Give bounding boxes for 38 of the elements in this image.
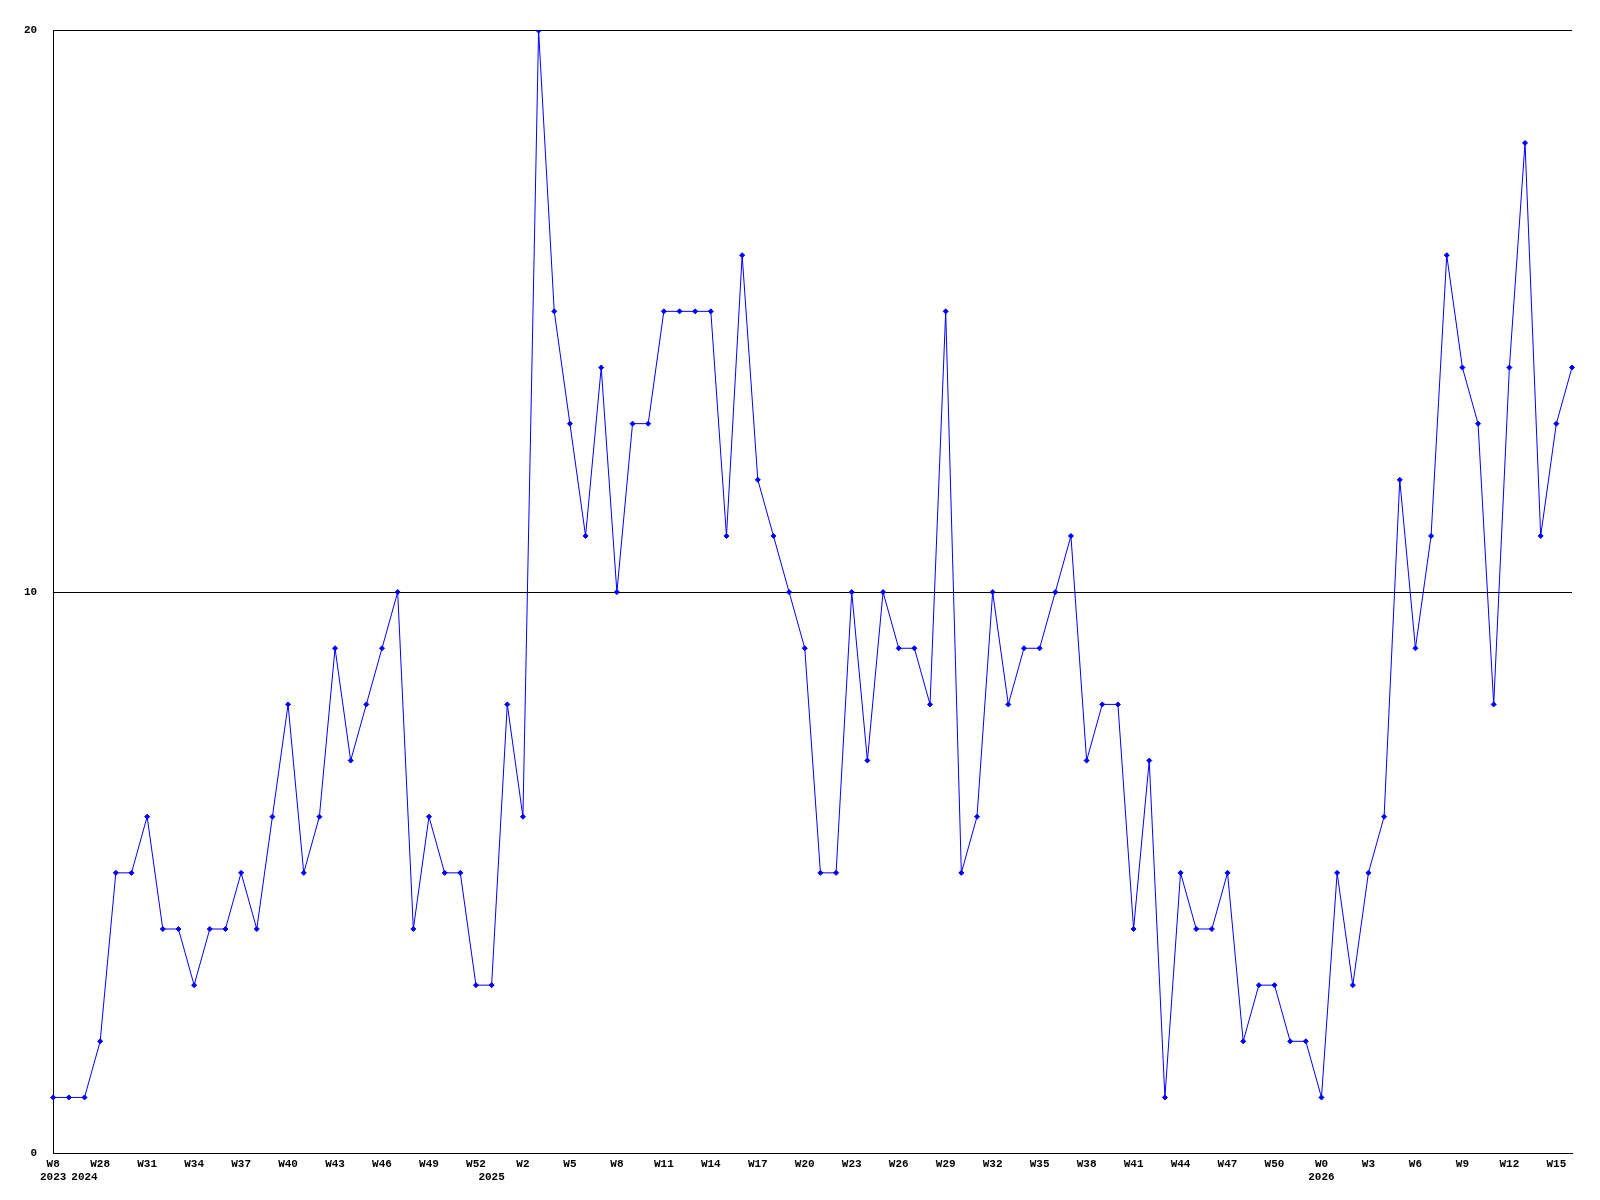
x-tick-label: W6 xyxy=(1408,1157,1423,1170)
x-tick-label: W43 xyxy=(325,1157,346,1170)
x-tick-label: W9 xyxy=(1455,1157,1469,1170)
x-tick-label: W35 xyxy=(1029,1157,1050,1170)
x-tick-label: W20 xyxy=(794,1157,815,1170)
x-tick-label: W34 xyxy=(184,1157,205,1170)
x-tick-label: W8 2023 xyxy=(40,1157,67,1184)
x-tick-label: W32 xyxy=(982,1157,1003,1170)
y-tick-label: 10 xyxy=(24,585,38,598)
x-tick-label: W26 xyxy=(888,1157,909,1170)
x-tick-label: W0 2026 xyxy=(1308,1157,1335,1184)
x-tick-label: W15 xyxy=(1546,1157,1567,1170)
x-tick-label: W11 xyxy=(653,1157,675,1170)
x-tick-label: W14 xyxy=(700,1157,722,1170)
x-tick-label: W52 xyxy=(466,1157,486,1170)
x-tick-label: W2 xyxy=(516,1157,530,1170)
x-tick-label: W23 xyxy=(841,1157,863,1170)
x-tick-label: W49 xyxy=(419,1157,439,1170)
x-tick-label: W47 xyxy=(1217,1157,1238,1170)
x-tick-label: W41 xyxy=(1123,1157,1144,1170)
x-tick-label: W37 xyxy=(231,1157,251,1170)
x-tick-label: W50 xyxy=(1264,1157,1285,1170)
x-tick-label: W28 xyxy=(90,1157,111,1170)
x-tick-label: W17 xyxy=(747,1157,768,1170)
y-tick-label: 0 xyxy=(30,1147,38,1160)
x-tick-label: W5 xyxy=(563,1157,577,1170)
x-tick-label: 2024 xyxy=(71,1171,99,1184)
x-tick-label: W29 xyxy=(935,1157,956,1170)
x-tick-label: W3 xyxy=(1361,1157,1376,1170)
y-tick-label: 20 xyxy=(24,24,38,37)
x-tick-label: W38 xyxy=(1076,1157,1097,1170)
x-tick-label: W8 xyxy=(610,1157,624,1170)
x-tick-label: W12 xyxy=(1499,1157,1520,1170)
x-tick-label: W31 xyxy=(137,1157,158,1170)
x-tick-label: W40 xyxy=(278,1157,298,1170)
x-tick-label: W44 xyxy=(1170,1157,1191,1170)
x-tick-label: 2025 xyxy=(478,1171,506,1184)
x-tick-label: W46 xyxy=(372,1157,392,1170)
